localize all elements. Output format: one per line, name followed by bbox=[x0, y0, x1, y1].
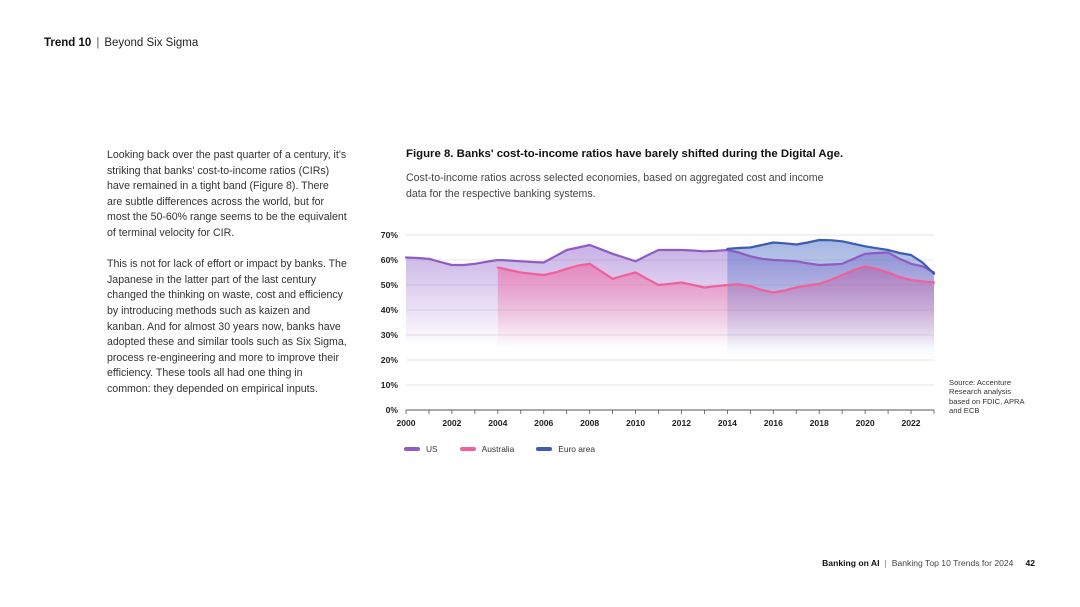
figure-subtitle: Cost-to-income ratios across selected ec… bbox=[406, 172, 824, 200]
chart-source: Source: Accenture Research analysis base… bbox=[949, 378, 1025, 416]
x-tick-label: 2000 bbox=[396, 418, 415, 428]
x-tick-label: 2004 bbox=[488, 418, 507, 428]
y-tick-label: 20% bbox=[381, 355, 399, 365]
x-tick-label: 2012 bbox=[672, 418, 691, 428]
legend-item-euro-area: Euro area bbox=[536, 444, 595, 454]
legend-item-australia: Australia bbox=[459, 444, 515, 454]
legend-label: Australia bbox=[481, 444, 515, 454]
y-tick-label: 10% bbox=[381, 380, 399, 390]
x-tick-label: 2002 bbox=[442, 418, 461, 428]
body-paragraph-1: Looking back over the past quarter of a … bbox=[107, 149, 347, 239]
y-tick-label: 0% bbox=[386, 405, 399, 415]
footer-brand: Banking on AI bbox=[822, 558, 880, 568]
y-tick-label: 50% bbox=[381, 280, 399, 290]
legend-swatch bbox=[459, 447, 476, 451]
legend-label: US bbox=[426, 444, 438, 454]
line-us bbox=[404, 243, 936, 274]
x-tick-label: 2008 bbox=[580, 418, 599, 428]
body-text: Looking back over the past quarter of a … bbox=[107, 148, 347, 413]
section-title: Beyond Six Sigma bbox=[104, 37, 199, 49]
x-tick-label: 2006 bbox=[534, 418, 553, 428]
y-tick-label: 30% bbox=[381, 330, 399, 340]
header-separator: | bbox=[96, 37, 100, 49]
footer-separator: | bbox=[884, 558, 887, 568]
y-tick-label: 40% bbox=[381, 305, 399, 315]
x-tick-label: 2010 bbox=[626, 418, 645, 428]
legend-swatch bbox=[536, 447, 553, 451]
trend-label: Trend 10 bbox=[44, 37, 92, 49]
body-paragraph-2: This is not for lack of effort or impact… bbox=[107, 258, 347, 395]
legend-label: Euro area bbox=[558, 444, 596, 454]
x-tick-label: 2016 bbox=[764, 418, 783, 428]
chart-legend: US Australia Euro area bbox=[404, 444, 617, 454]
cost-income-chart: 0% 10% 20% 30% 40% 50% 60% 70% 2000 2002 2004 2006 2… bbox=[381, 230, 936, 428]
line-australia bbox=[496, 262, 936, 294]
x-tick-label: 2018 bbox=[810, 418, 829, 428]
x-tick-label: 2014 bbox=[718, 418, 737, 428]
footer-report-title: Banking Top 10 Trends for 2024 bbox=[891, 558, 1014, 568]
line-euro-area bbox=[726, 238, 936, 275]
page-footer: Banking on AI | Banking Top 10 Trends for … bbox=[822, 558, 1035, 568]
page-header: Trend 10 | Beyond Six Sigma bbox=[44, 37, 198, 49]
figure-title: Figure 8. Banks' cost-to-income ratios h… bbox=[406, 148, 844, 160]
legend-item-us: US bbox=[404, 444, 438, 454]
x-tick-label: 2020 bbox=[856, 418, 875, 428]
legend-swatch bbox=[404, 447, 420, 451]
page-number: 42 bbox=[1025, 558, 1035, 568]
y-tick-label: 70% bbox=[381, 230, 399, 240]
y-tick-label: 60% bbox=[381, 255, 399, 265]
x-tick-label: 2022 bbox=[901, 418, 920, 428]
